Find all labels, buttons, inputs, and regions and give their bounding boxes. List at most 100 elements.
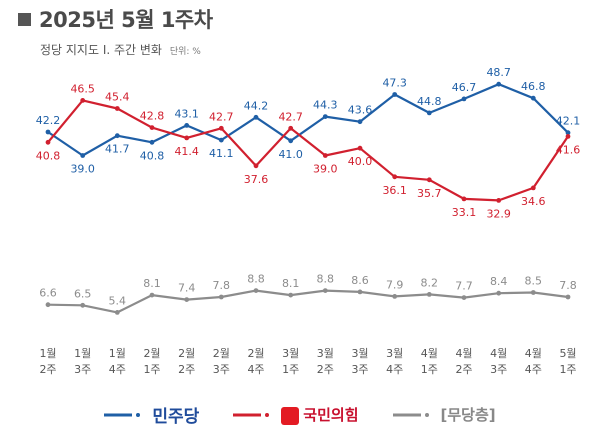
- x-tick-week-4: 2주: [178, 363, 195, 376]
- point-none-4: [184, 297, 190, 302]
- point-ppp-4: [184, 135, 190, 141]
- point-none-7: [288, 292, 294, 298]
- data-label-dmj-5: 41.1: [209, 147, 234, 160]
- point-none-5: [218, 294, 224, 300]
- x-tick-week-14: 4주: [525, 363, 542, 376]
- x-tick-week-13: 3주: [490, 363, 507, 376]
- point-none-2: [114, 310, 120, 315]
- point-none-3: [149, 292, 155, 298]
- point-ppp-0: [45, 139, 51, 145]
- subtitle-row: 정당 지지도 Ⅰ. 주간 변화 단위: %: [40, 41, 213, 58]
- x-tick-week-15: 1주: [559, 363, 576, 376]
- x-tick-month-14: 4월: [525, 347, 542, 360]
- data-label-none-10: 7.9: [386, 278, 404, 291]
- data-label-ppp-8: 39.0: [313, 163, 338, 176]
- x-tick-week-2: 4주: [109, 363, 126, 376]
- point-ppp-12: [461, 196, 467, 202]
- point-none-13: [496, 290, 502, 296]
- data-label-dmj-15: 42.1: [556, 115, 581, 128]
- data-label-none-11: 8.2: [421, 276, 439, 289]
- point-dmj-9: [357, 119, 363, 125]
- legend-line-none-icon: [392, 412, 429, 417]
- data-label-dmj-10: 47.3: [382, 77, 407, 90]
- data-label-ppp-0: 40.8: [36, 149, 61, 162]
- data-label-ppp-6: 37.6: [244, 173, 269, 186]
- data-label-ppp-13: 32.9: [486, 207, 511, 220]
- legend-item-none: [무당층]: [392, 404, 496, 425]
- point-none-11: [426, 292, 432, 297]
- data-label-dmj-6: 44.2: [244, 99, 269, 112]
- data-label-dmj-14: 46.8: [521, 80, 546, 93]
- point-ppp-14: [530, 185, 536, 191]
- point-dmj-12: [461, 96, 467, 102]
- point-ppp-5: [218, 125, 224, 131]
- data-label-ppp-5: 42.7: [209, 110, 234, 123]
- x-tick-month-5: 2월: [213, 347, 230, 360]
- series-line-dmj: [47, 83, 569, 157]
- point-dmj-11: [426, 110, 432, 116]
- legend-label-ppp: 국민의힘: [281, 404, 359, 425]
- data-label-none-9: 8.6: [351, 274, 369, 287]
- data-label-none-2: 5.4: [109, 294, 127, 307]
- data-label-none-13: 8.4: [490, 275, 508, 288]
- data-label-ppp-4: 41.4: [174, 145, 199, 158]
- data-label-ppp-12: 33.1: [452, 206, 477, 219]
- x-tick-month-2: 1월: [109, 347, 126, 360]
- series-line-ppp: [47, 99, 569, 202]
- legend-item-dmj: 민주당: [104, 402, 199, 427]
- data-label-ppp-3: 42.8: [140, 110, 165, 123]
- x-tick-week-7: 1주: [282, 363, 299, 376]
- unit-label: 단위: %: [169, 47, 201, 57]
- legend-line-dmj-icon: [104, 412, 141, 417]
- x-tick-week-5: 3주: [213, 363, 230, 376]
- point-dmj-8: [322, 114, 328, 119]
- data-label-dmj-4: 43.1: [174, 107, 199, 120]
- point-ppp-11: [426, 177, 432, 183]
- data-label-dmj-3: 40.8: [140, 149, 165, 162]
- data-label-dmj-8: 44.3: [313, 99, 338, 112]
- x-tick-week-6: 4주: [247, 363, 264, 376]
- data-label-none-3: 8.1: [143, 277, 161, 290]
- data-label-dmj-12: 46.7: [452, 81, 477, 94]
- x-tick-month-7: 3월: [282, 347, 299, 360]
- data-label-none-4: 7.4: [178, 282, 196, 295]
- x-tick-month-9: 3월: [351, 347, 368, 360]
- data-label-none-12: 7.7: [455, 280, 473, 293]
- point-dmj-14: [530, 95, 536, 101]
- legend-line-ppp-icon: [233, 412, 270, 417]
- data-label-none-0: 6.6: [39, 287, 57, 300]
- x-tick-week-9: 3주: [351, 363, 368, 376]
- data-label-none-7: 8.1: [282, 277, 300, 290]
- x-tick-month-3: 2월: [143, 347, 160, 360]
- x-tick-month-8: 3월: [317, 347, 334, 360]
- point-ppp-6: [253, 163, 259, 169]
- legend-item-ppp: 국민의힘: [233, 404, 359, 425]
- data-label-none-15: 7.8: [559, 279, 577, 292]
- point-dmj-6: [253, 114, 259, 120]
- x-tick-week-1: 3주: [74, 363, 91, 376]
- x-tick-month-10: 3월: [386, 347, 403, 360]
- point-ppp-13: [496, 198, 502, 203]
- data-label-none-1: 6.5: [74, 287, 92, 300]
- point-dmj-10: [392, 92, 398, 97]
- title-row: 2025년 5월 1주차: [18, 4, 213, 34]
- point-ppp-10: [392, 174, 398, 180]
- chart-subtitle: 정당 지지도 Ⅰ. 주간 변화: [40, 43, 162, 57]
- point-dmj-3: [149, 139, 155, 145]
- point-ppp-2: [114, 106, 120, 111]
- data-label-ppp-11: 35.7: [417, 187, 442, 200]
- x-tick-week-11: 1주: [421, 363, 438, 376]
- point-none-8: [322, 288, 328, 293]
- point-dmj-5: [218, 137, 224, 143]
- data-label-dmj-7: 41.0: [278, 148, 303, 161]
- data-label-dmj-13: 48.7: [486, 66, 511, 79]
- point-ppp-8: [322, 153, 328, 158]
- x-tick-month-11: 4월: [421, 347, 438, 360]
- point-dmj-1: [80, 153, 86, 158]
- point-none-9: [357, 289, 363, 295]
- point-ppp-1: [80, 98, 86, 103]
- x-tick-week-10: 4주: [386, 363, 403, 376]
- data-label-none-14: 8.5: [525, 275, 543, 288]
- title-square-icon: [18, 12, 31, 26]
